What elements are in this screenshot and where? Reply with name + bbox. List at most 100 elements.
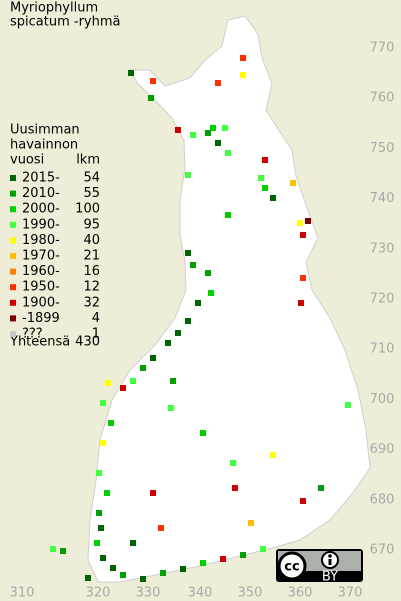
- y-coordinate-label: 670: [370, 543, 395, 558]
- observation-square: [168, 405, 174, 411]
- svg-text:cc: cc: [284, 560, 299, 575]
- observation-square: [175, 330, 181, 336]
- x-coordinate-label: 310: [10, 586, 35, 601]
- y-coordinate-label: 690: [370, 442, 395, 457]
- legend-heading: havainnon: [10, 138, 78, 153]
- legend-count: 40: [83, 233, 100, 248]
- observation-square: [50, 546, 56, 552]
- legend-heading: Uusimman: [10, 123, 80, 138]
- observation-square: [298, 300, 304, 306]
- y-coordinate-label: 700: [370, 392, 395, 407]
- legend-swatch: [10, 206, 16, 213]
- observation-square: [140, 365, 146, 371]
- observation-square: [96, 510, 102, 516]
- observation-square: [240, 55, 246, 61]
- observation-square: [240, 72, 246, 78]
- legend-label: ???: [22, 327, 43, 342]
- legend-count: 16: [83, 264, 100, 279]
- observation-square: [130, 378, 136, 384]
- observation-square: [222, 125, 228, 131]
- x-coordinate-label: 320: [86, 586, 111, 601]
- legend-heading: vuosi: [10, 153, 44, 168]
- observation-square: [130, 540, 136, 546]
- y-coordinate-label: 760: [370, 91, 395, 106]
- observation-square: [262, 185, 268, 191]
- y-coordinate-label: 770: [370, 41, 395, 56]
- observation-square: [205, 130, 211, 136]
- observation-square: [94, 540, 100, 546]
- observation-square: [175, 127, 181, 133]
- observation-square: [270, 195, 276, 201]
- legend-label: -1899: [22, 311, 60, 326]
- observation-square: [160, 570, 166, 576]
- legend-count: 1: [92, 327, 100, 342]
- legend-count: 95: [83, 217, 100, 232]
- legend-swatch: [10, 331, 16, 337]
- license-badge: cc BY: [276, 549, 363, 585]
- observation-square: [300, 498, 306, 504]
- observation-square: [200, 430, 206, 436]
- observation-square: [195, 300, 201, 306]
- legend-total-label: Yhteensä: [9, 335, 70, 350]
- legend-count: 55: [83, 186, 100, 201]
- legend-swatch: [10, 299, 16, 306]
- license-by: BY: [322, 570, 338, 585]
- observation-square: [215, 140, 221, 146]
- y-coordinate-label: 740: [370, 191, 395, 206]
- observation-square: [200, 560, 206, 566]
- legend-count: 32: [83, 295, 100, 310]
- legend-label: 1960-: [22, 264, 60, 279]
- observation-square: [210, 125, 216, 131]
- observation-square: [225, 212, 231, 218]
- legend-swatch: [10, 221, 16, 228]
- legend-swatch: [10, 253, 16, 259]
- y-coordinate-label: 730: [370, 241, 395, 256]
- legend-swatch: [10, 237, 16, 244]
- observation-square: [100, 440, 106, 446]
- legend-swatch: [10, 190, 16, 197]
- observation-square: [148, 95, 154, 101]
- observation-square: [185, 172, 191, 178]
- x-coordinate-label: 350: [238, 586, 263, 601]
- observation-square: [104, 490, 110, 496]
- observation-square: [230, 460, 236, 466]
- x-coordinate-label: 330: [136, 586, 161, 601]
- observation-square: [158, 525, 164, 531]
- observation-square: [208, 290, 214, 296]
- legend-total: 430: [75, 335, 100, 350]
- observation-square: [150, 490, 156, 496]
- legend-swatch: [10, 315, 16, 322]
- observation-square: [170, 378, 176, 384]
- y-coordinate-label: 750: [370, 141, 395, 156]
- observation-square: [150, 78, 156, 84]
- observation-square: [140, 576, 146, 582]
- observation-square: [108, 420, 114, 426]
- legend-label: 1980-: [22, 233, 60, 248]
- observation-square: [190, 262, 196, 268]
- observation-square: [190, 132, 196, 138]
- finland-outline: [87, 15, 371, 583]
- observation-square: [96, 470, 102, 476]
- legend-label: 2010-: [22, 186, 60, 201]
- observation-square: [248, 520, 254, 526]
- observation-square: [262, 157, 268, 163]
- observation-square: [270, 452, 276, 458]
- observation-square: [98, 525, 104, 531]
- observation-square: [165, 340, 171, 346]
- observation-square: [60, 548, 66, 554]
- observation-square: [205, 270, 211, 276]
- observation-square: [185, 250, 191, 256]
- x-coordinate-label: 340: [188, 586, 213, 601]
- observation-square: [185, 318, 191, 324]
- observation-square: [85, 575, 91, 581]
- observation-square: [110, 565, 116, 571]
- legend-count: 21: [83, 249, 100, 264]
- observation-square: [120, 572, 126, 578]
- legend-count: 4: [92, 311, 100, 326]
- legend-swatch: [10, 175, 16, 181]
- observation-square: [290, 180, 296, 186]
- legend-label: 1970-: [22, 249, 60, 264]
- legend-count: 54: [83, 171, 100, 186]
- observation-square: [100, 400, 106, 406]
